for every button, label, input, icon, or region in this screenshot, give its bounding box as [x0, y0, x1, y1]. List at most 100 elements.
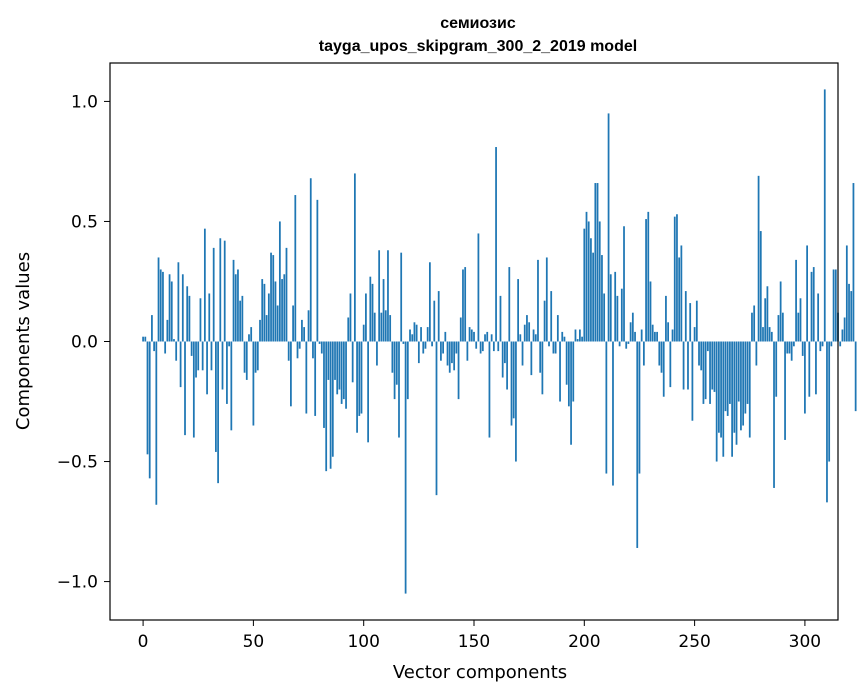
bar — [435, 341, 438, 496]
bar — [642, 341, 645, 366]
bar — [389, 315, 392, 342]
bar — [256, 341, 259, 371]
bar — [779, 281, 782, 342]
bar — [561, 331, 564, 342]
bar — [534, 334, 537, 342]
bar — [753, 305, 756, 342]
bar — [400, 252, 403, 342]
bar — [453, 341, 456, 371]
bar — [402, 341, 405, 344]
bar — [676, 214, 678, 342]
chart-subtitle: tayga_upos_skipgram_300_2_2019 model — [319, 38, 637, 55]
bar — [543, 300, 546, 342]
bar — [440, 341, 442, 361]
bar — [711, 341, 714, 390]
bar — [212, 247, 215, 342]
bar — [230, 341, 233, 431]
bar — [226, 341, 228, 404]
bar — [360, 341, 363, 414]
bar — [755, 341, 758, 366]
bar — [596, 183, 599, 342]
bar — [292, 305, 294, 342]
bar — [486, 331, 489, 342]
bar — [704, 341, 707, 400]
bar — [795, 259, 797, 342]
bar — [285, 247, 288, 342]
bar — [684, 291, 687, 342]
bar — [329, 341, 332, 469]
bar — [232, 259, 235, 342]
bar — [151, 315, 153, 342]
bar — [261, 279, 264, 342]
bar — [219, 238, 222, 342]
bar — [702, 341, 705, 404]
x-tick-label: 100 — [347, 632, 379, 652]
bar — [695, 300, 698, 342]
bar — [592, 252, 595, 342]
bar — [662, 341, 665, 397]
bar — [462, 269, 464, 342]
bar — [312, 341, 314, 359]
bar — [526, 315, 528, 342]
bar — [378, 250, 381, 342]
bar — [729, 341, 731, 404]
bar — [499, 295, 502, 342]
bar — [422, 341, 425, 354]
bar — [177, 262, 180, 342]
bar — [843, 317, 846, 342]
bar — [362, 324, 365, 342]
bar — [243, 341, 246, 373]
bar — [248, 334, 250, 342]
bar — [305, 341, 308, 414]
y-axis-ticks: −1.0 −0.5 0.0 0.5 1.0 — [57, 92, 110, 593]
bar — [775, 341, 778, 397]
bar — [808, 341, 811, 397]
bar — [620, 288, 623, 342]
bar — [241, 295, 244, 342]
bar — [475, 341, 478, 349]
bar — [201, 341, 204, 371]
bar — [700, 341, 703, 371]
bar — [336, 341, 339, 395]
y-axis-label: Components values — [13, 252, 34, 430]
bar — [349, 293, 352, 342]
bar — [195, 341, 197, 378]
bar — [424, 341, 427, 349]
bar — [539, 341, 542, 373]
bar — [852, 183, 855, 342]
bar — [764, 298, 767, 342]
bar — [413, 322, 416, 342]
bar — [806, 245, 808, 342]
bar — [263, 283, 266, 342]
bar — [744, 341, 747, 414]
bar — [265, 315, 268, 342]
bar — [442, 341, 444, 354]
bar — [239, 300, 242, 342]
bar — [203, 228, 206, 342]
bar — [376, 341, 378, 366]
bar — [823, 89, 826, 342]
bar — [267, 293, 270, 342]
bar — [656, 331, 658, 342]
bar — [634, 331, 636, 342]
bar — [457, 341, 460, 400]
bar — [616, 295, 619, 342]
bar — [786, 341, 789, 354]
bar — [623, 226, 625, 342]
y-tick-label: 0.5 — [71, 212, 98, 232]
bar — [492, 341, 495, 352]
bar — [647, 211, 650, 342]
bar — [506, 341, 508, 390]
bar — [351, 341, 354, 383]
bar — [184, 341, 186, 436]
bar — [490, 334, 493, 342]
plot-frame — [109, 62, 839, 621]
bar — [832, 269, 835, 342]
bar — [428, 262, 431, 342]
bar — [420, 327, 422, 342]
bar — [563, 336, 566, 342]
bar — [347, 317, 350, 342]
bar — [473, 331, 475, 342]
bar — [162, 271, 164, 342]
bar — [252, 341, 255, 426]
